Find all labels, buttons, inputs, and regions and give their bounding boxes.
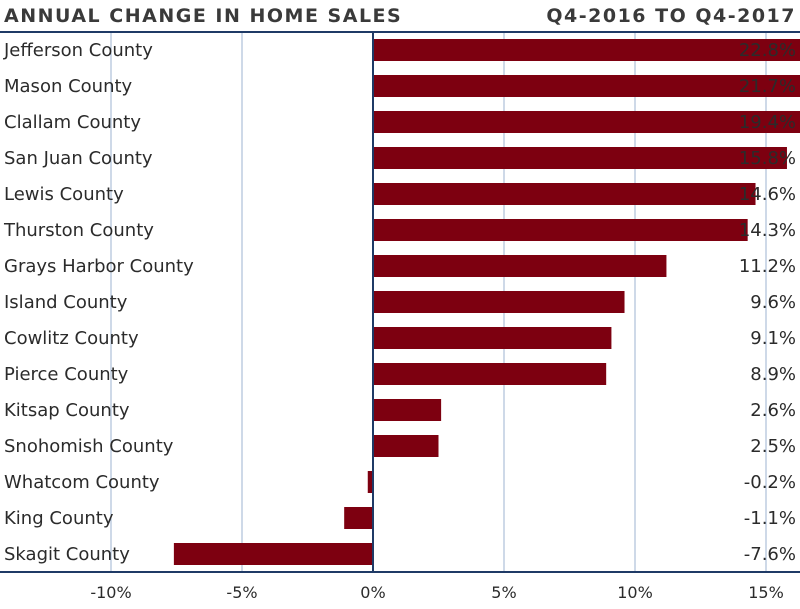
- category-label: Lewis County: [4, 184, 124, 205]
- bar: [373, 39, 800, 61]
- bar: [373, 363, 607, 385]
- category-labels: Jefferson County Mason County Clallam Coun…: [3, 40, 194, 565]
- value-label: -7.6%: [744, 544, 796, 565]
- bar: [373, 111, 800, 133]
- bar: [373, 183, 756, 205]
- bars: [173, 39, 800, 565]
- bar: [373, 75, 800, 97]
- bar: [373, 147, 787, 169]
- bar: [173, 543, 373, 565]
- bar: [373, 291, 625, 313]
- category-label: Island County: [4, 292, 128, 313]
- bar: [344, 507, 373, 529]
- category-label: Cowlitz County: [4, 328, 139, 349]
- x-tick-labels: -10%-5%0%5%10%15%20%25%: [90, 583, 784, 602]
- category-label: Jefferson County: [3, 40, 153, 61]
- bar: [373, 399, 442, 421]
- value-label: 2.6%: [750, 400, 796, 421]
- x-tick-label: 0%: [360, 583, 385, 602]
- category-label: Mason County: [4, 76, 133, 97]
- value-label: 14.6%: [739, 184, 796, 205]
- value-label: 11.2%: [739, 256, 796, 277]
- chart-header: ANNUAL CHANGE IN HOME SALES Q4-2016 TO Q…: [4, 5, 796, 27]
- value-label: 9.6%: [750, 292, 796, 313]
- value-label: 2.5%: [750, 436, 796, 457]
- axes: [0, 31, 800, 573]
- x-tick-label: -10%: [90, 583, 131, 602]
- value-labels: 22.8% 21.7% 19.4% 15.8% 14.6% 14.3% 11.2% 9.6% 9…: [739, 40, 796, 565]
- value-label: -1.1%: [744, 508, 796, 529]
- value-label: 14.3%: [739, 220, 796, 241]
- category-label: Clallam County: [4, 112, 141, 133]
- x-tick-label: 15%: [748, 583, 784, 602]
- x-tick-label: -5%: [226, 583, 257, 602]
- bar: [373, 219, 748, 241]
- category-label: King County: [4, 508, 114, 529]
- category-label: Pierce County: [4, 364, 129, 385]
- category-label: Grays Harbor County: [4, 256, 194, 277]
- category-label: San Juan County: [4, 148, 153, 169]
- category-label: Kitsap County: [4, 400, 130, 421]
- chart-subtitle: Q4-2016 TO Q4-2017: [546, 5, 796, 27]
- value-label: 21.7%: [739, 76, 796, 97]
- bar: [367, 471, 373, 493]
- bar: [373, 255, 667, 277]
- bar: [373, 327, 612, 349]
- bar: [373, 435, 439, 457]
- value-label: 9.1%: [750, 328, 796, 349]
- category-label: Whatcom County: [4, 472, 160, 493]
- category-label: Thurston County: [3, 220, 154, 241]
- category-label: Skagit County: [4, 544, 130, 565]
- chart-title: ANNUAL CHANGE IN HOME SALES: [4, 5, 402, 27]
- value-label: 8.9%: [750, 364, 796, 385]
- x-tick-label: 10%: [617, 583, 653, 602]
- value-label: -0.2%: [744, 472, 796, 493]
- value-label: 22.8%: [739, 40, 796, 61]
- value-label: 19.4%: [739, 112, 796, 133]
- category-label: Snohomish County: [4, 436, 174, 457]
- x-tick-label: 5%: [491, 583, 516, 602]
- value-label: 15.8%: [739, 148, 796, 169]
